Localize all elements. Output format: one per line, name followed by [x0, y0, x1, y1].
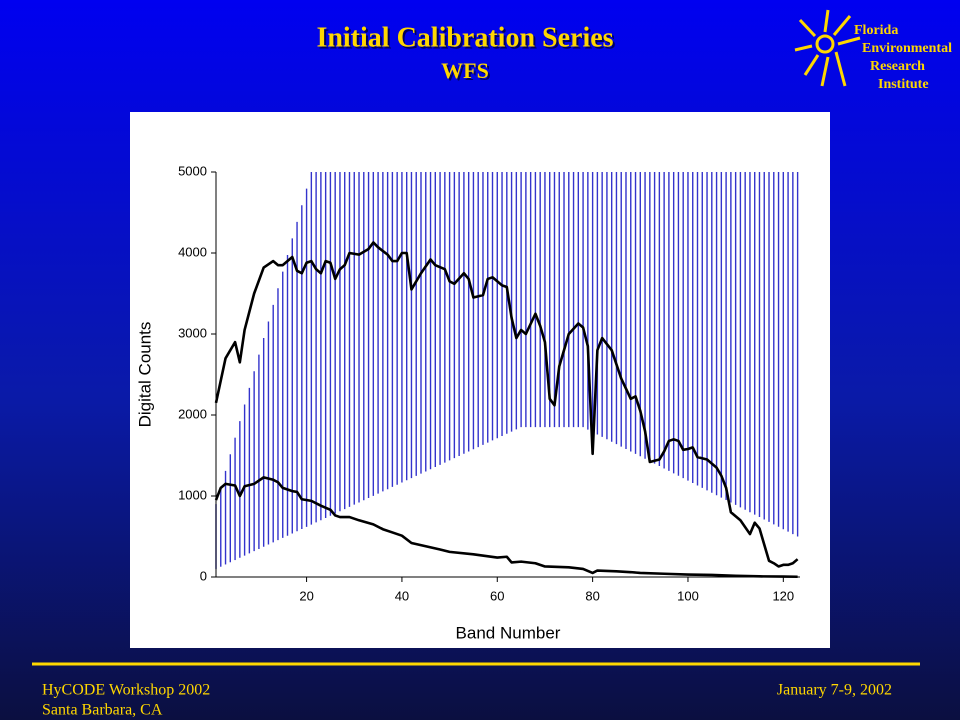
- x-tick-label: 100: [677, 588, 699, 603]
- x-tick-label: 120: [772, 588, 794, 603]
- subtitle-shadow: WFS: [443, 60, 491, 85]
- footer-text: January 7-9, 2002: [777, 682, 892, 699]
- x-tick-label: 80: [585, 588, 599, 603]
- y-tick-label: 4000: [178, 244, 207, 259]
- line: [214, 476, 798, 579]
- logo-text: Environmental: [862, 41, 952, 56]
- y-tick-label: 3000: [178, 325, 207, 340]
- chart-panel: [130, 112, 830, 648]
- plot: 0 1000 2000 3000 4000 5000 20 40 60 80 100 120 Band …: [135, 163, 800, 642]
- title-shadow: Initial Calibration Series: [318, 24, 615, 55]
- y-tick-label: 2000: [178, 406, 207, 421]
- x-axis-label: Band Number: [456, 623, 561, 642]
- logo-text: Institute: [878, 77, 929, 92]
- logo-text: Florida: [854, 23, 898, 38]
- logo: [794, 9, 861, 87]
- y-tick-label: 0: [200, 568, 207, 583]
- footer-text: Santa Barbara, CA: [42, 702, 163, 719]
- x-tick-label: 20: [299, 588, 313, 603]
- logo-text: Research: [870, 59, 925, 74]
- y-tick-label: 1000: [178, 487, 207, 502]
- line: [214, 241, 799, 568]
- x-tick-label: 40: [395, 588, 409, 603]
- x-tick-label: 60: [490, 588, 504, 603]
- subtitle: WFS: [441, 58, 489, 83]
- footer-text: HyCODE Workshop 2002: [42, 682, 210, 699]
- y-axis-label: Digital Counts: [135, 322, 154, 428]
- y-tick-label: 5000: [178, 163, 207, 178]
- title: Initial Calibration Series: [316, 22, 613, 53]
